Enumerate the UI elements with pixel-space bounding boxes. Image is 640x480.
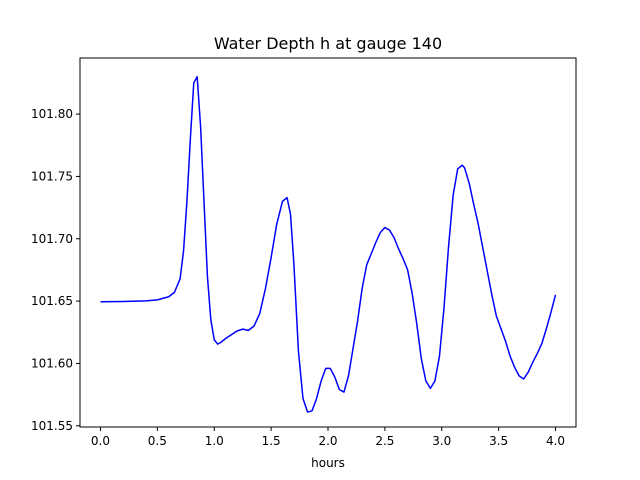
y-tick-label: 101.75	[31, 169, 73, 183]
y-tick-label: 101.80	[31, 107, 73, 121]
x-tick-label: 3.5	[489, 434, 508, 448]
x-tick-label: 0.5	[148, 434, 167, 448]
axes-frame	[79, 57, 577, 428]
y-tick-label: 101.55	[31, 419, 73, 433]
chart-title: Water Depth h at gauge 140	[214, 34, 442, 53]
y-tick-label: 101.65	[31, 294, 73, 308]
x-tick-label: 4.0	[546, 434, 565, 448]
x-axis-label: hours	[311, 456, 345, 470]
x-tick-label: 3.0	[432, 434, 451, 448]
x-tick-label: 2.0	[318, 434, 337, 448]
x-tick-label: 0.0	[91, 434, 110, 448]
x-tick-label: 2.5	[375, 434, 394, 448]
plot-area: 0.0 0.5 1.0 1.5 2.0 2.5 3.0 3.5 4.0 101.55 101.60 1…	[31, 57, 577, 448]
series-line-0	[100, 75, 557, 413]
x-tick-label: 1.0	[205, 434, 224, 448]
y-tick-label: 101.70	[31, 232, 73, 246]
x-tick-label: 1.5	[262, 434, 281, 448]
y-tick-label: 101.60	[31, 356, 73, 370]
